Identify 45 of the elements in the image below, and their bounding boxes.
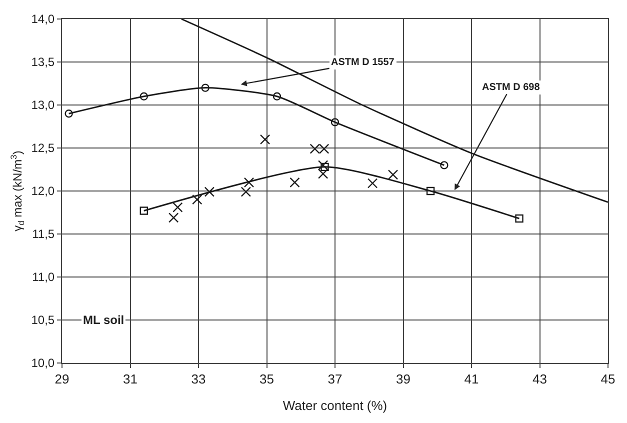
point bbox=[318, 168, 328, 179]
point bbox=[201, 84, 210, 92]
point bbox=[140, 92, 148, 100]
line-series bbox=[180, 19, 608, 203]
annotation: ASTM D 698 bbox=[482, 82, 540, 93]
point bbox=[192, 194, 202, 205]
x-tick-label: 45 bbox=[600, 372, 616, 387]
point bbox=[64, 110, 73, 118]
point bbox=[168, 212, 179, 223]
point bbox=[440, 161, 448, 170]
point bbox=[244, 177, 254, 188]
point bbox=[204, 186, 215, 197]
point bbox=[240, 186, 252, 197]
point bbox=[290, 177, 300, 188]
x-tick-label: 29 bbox=[54, 372, 70, 387]
annotation: ML soil bbox=[83, 313, 124, 327]
point bbox=[515, 214, 524, 223]
point bbox=[426, 186, 435, 196]
y-tick-label: 14,0 bbox=[31, 12, 55, 26]
y-tick-label: 10,0 bbox=[31, 356, 55, 370]
y-tick-label: 12,0 bbox=[31, 184, 55, 198]
point bbox=[172, 202, 183, 212]
y-tick-label: 11,5 bbox=[32, 227, 55, 242]
y-tick-label: 11,0 bbox=[32, 270, 55, 284]
y-tick-label: 13,0 bbox=[31, 98, 55, 112]
x-tick-label: 41 bbox=[464, 372, 479, 387]
x-axis-title: Water content (%) bbox=[282, 398, 388, 414]
point bbox=[388, 170, 398, 180]
y-tick-label: 10,5 bbox=[31, 313, 55, 328]
point bbox=[140, 206, 148, 215]
y-tick-label: 12,5 bbox=[31, 141, 55, 156]
y-tick-label: 13,5 bbox=[31, 55, 55, 70]
x-tick-label: 39 bbox=[396, 372, 410, 387]
point bbox=[318, 160, 328, 170]
point bbox=[320, 162, 329, 172]
point bbox=[367, 178, 378, 188]
point bbox=[272, 92, 282, 100]
annotation: ASTM D 1557 bbox=[331, 57, 395, 68]
x-tick-label: 35 bbox=[260, 372, 274, 387]
point bbox=[260, 134, 270, 144]
x-tick-label: 33 bbox=[191, 372, 206, 387]
point bbox=[330, 118, 340, 126]
x-tick-label: 31 bbox=[123, 372, 138, 387]
x-tick-label: 37 bbox=[328, 372, 342, 387]
x-tick-label: 43 bbox=[532, 372, 547, 387]
